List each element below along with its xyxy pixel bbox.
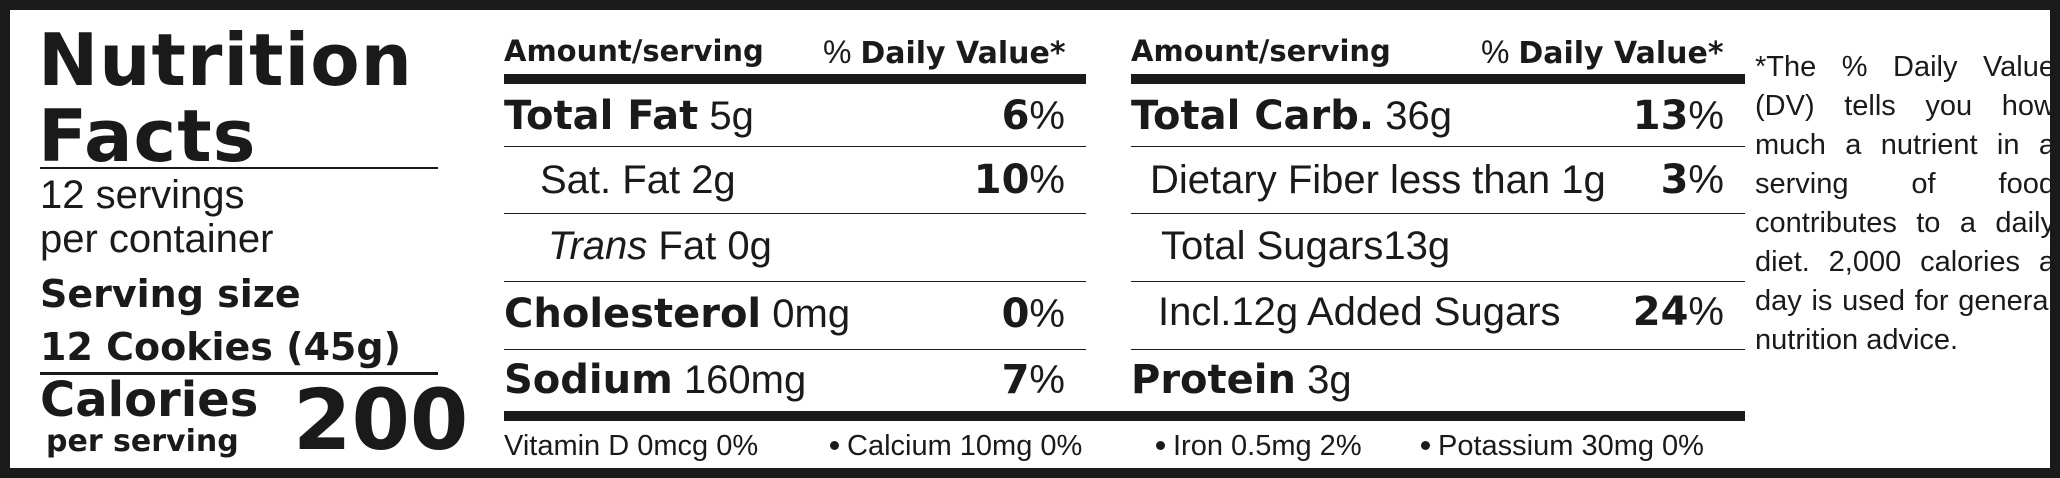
row-divider (504, 349, 1086, 350)
serving-size-label: Serving size (40, 272, 301, 316)
dv-percent: % (1029, 358, 1065, 402)
label-title: Nutrition (38, 18, 413, 102)
dietary-fiber-dv: 3% (1661, 158, 1724, 202)
nutrient-name: Protein (1131, 357, 1296, 403)
nutrient-amount: 5g (709, 94, 754, 138)
daily-value-text: Daily Value* (1518, 36, 1724, 71)
vitamin-d: Vitamin D 0mcg 0% (504, 430, 759, 462)
total-fat-row: Total Fat 5g (504, 94, 754, 138)
calories-label: Calories (40, 372, 259, 428)
header-thick-rule-right (1131, 74, 1745, 84)
dv-number: 13 (1632, 93, 1689, 139)
nutrient-amount: 0g (727, 224, 772, 268)
iron-text: Iron 0.5mg 2% (1173, 430, 1362, 462)
calcium: Calcium 10mg 0% (830, 430, 1082, 463)
trans-fat-row: Trans Fat 0g (548, 224, 772, 268)
added-sugars-row: Incl.12g Added Sugars (1158, 290, 1561, 334)
row-divider (1131, 146, 1745, 147)
bullet-icon (1421, 440, 1430, 450)
dv-percent: % (1029, 158, 1065, 202)
pct-symbol: % (1481, 34, 1510, 70)
nutrient-name: Total Carb. (1131, 93, 1375, 139)
bullet-icon (1156, 440, 1165, 450)
total-sugars-row: Total Sugars13g (1161, 224, 1451, 268)
title-divider (40, 167, 438, 169)
serving-size-value: 12 Cookies (45g) (40, 325, 401, 369)
dv-number: 0 (1001, 291, 1030, 337)
total-fat-dv: 6% (1002, 94, 1065, 138)
pct-symbol: % (823, 34, 852, 70)
servings-per-container: 12 servings (40, 173, 245, 217)
sat-fat-row: Sat. Fat 2g (540, 158, 736, 202)
row-divider (504, 213, 1086, 214)
row-divider (1131, 349, 1745, 350)
protein-row: Protein 3g (1131, 358, 1352, 402)
daily-value-footnote: *The % Daily Value (DV) tells you how mu… (1755, 51, 2055, 356)
nutrient-name: Sat. Fat (540, 158, 681, 202)
sat-fat-dv: 10% (974, 158, 1065, 202)
nutrient-name: Fat (658, 224, 717, 268)
nutrient-name-italic: Trans (548, 224, 648, 268)
daily-value-text: Daily Value* (860, 36, 1066, 71)
dv-percent: % (1029, 292, 1065, 336)
added-sugars-dv: 24% (1633, 290, 1724, 334)
nutrient-amount: 2g (691, 158, 736, 202)
potassium: Potassium 30mg 0% (1421, 430, 1704, 463)
label-title-facts: Facts (38, 94, 257, 178)
nutrient-name: Sodium (504, 357, 673, 403)
iron: Iron 0.5mg 2% (1156, 430, 1362, 463)
bullet-icon (830, 440, 839, 450)
row-divider (504, 281, 1086, 282)
calories-value: 200 (293, 371, 469, 469)
nutrient-amount: 3g (1307, 358, 1352, 402)
dv-percent: % (1688, 94, 1724, 138)
servings-per-container-suffix: per container (40, 217, 274, 261)
potassium-text: Potassium 30mg 0% (1438, 430, 1704, 462)
cholesterol-dv: 0% (1002, 292, 1065, 336)
calories-per-serving: per serving (46, 424, 239, 459)
row-divider (504, 146, 1086, 147)
header-thick-rule (504, 74, 1086, 84)
dv-percent: % (1029, 94, 1065, 138)
nutrient-name: Cholesterol (504, 291, 762, 337)
dietary-fiber-row: Dietary Fiber less than 1g (1150, 158, 1606, 202)
dv-number: 7 (1001, 357, 1030, 403)
nutrient-amount: 36g (1385, 94, 1452, 138)
dv-percent: % (1688, 158, 1724, 202)
dv-number: 3 (1660, 157, 1689, 203)
amount-serving-header: Amount/serving (504, 34, 764, 68)
dv-percent: % (1688, 290, 1724, 334)
dv-number: 6 (1001, 93, 1030, 139)
dv-number: 10 (973, 157, 1030, 203)
daily-value-header-right: % Daily Value* (1481, 34, 1724, 71)
vitamins-thick-rule (504, 411, 1745, 421)
nutrient-amount: 0mg (772, 292, 851, 336)
total-carb-row: Total Carb. 36g (1131, 94, 1452, 138)
dv-number: 24 (1632, 289, 1689, 335)
total-carb-dv: 13% (1633, 94, 1724, 138)
calories-divider (40, 372, 438, 375)
cholesterol-row: Cholesterol 0mg (504, 292, 850, 336)
amount-serving-header-right: Amount/serving (1131, 34, 1391, 68)
daily-value-header: % Daily Value* (823, 34, 1066, 71)
nutrient-name: Total Fat (504, 93, 699, 139)
row-divider (1131, 281, 1745, 282)
sodium-row: Sodium 160mg (504, 358, 806, 402)
calcium-text: Calcium 10mg 0% (847, 430, 1083, 462)
nutrient-amount: 160mg (683, 358, 807, 402)
sodium-dv: 7% (1002, 358, 1065, 402)
row-divider (1131, 213, 1745, 214)
